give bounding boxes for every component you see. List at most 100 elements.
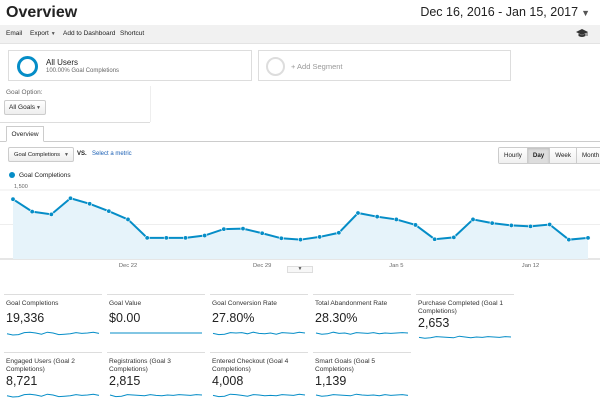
scorecard-value: 2,653 [418, 316, 450, 330]
scorecard[interactable]: Goal Conversion Rate 27.80% [210, 294, 308, 348]
data-point[interactable] [355, 210, 361, 216]
scorecard-sparkline [6, 331, 100, 336]
segment-ring-icon [17, 56, 38, 77]
scorecard-label: Purchase Completed (Goal 1 Completions) [418, 300, 504, 315]
sparkline-path [6, 331, 100, 336]
scorecard-sparkline [212, 393, 306, 398]
data-point[interactable] [125, 216, 131, 222]
scorecard[interactable]: Goal Completions 19,336 [4, 294, 102, 348]
x-tick-label: Dec 29 [253, 263, 271, 269]
email-button[interactable]: Email [6, 30, 23, 37]
report-toolbar: Email Export ▼ Add to Dashboard Shortcut [0, 25, 600, 44]
divider [0, 122, 150, 123]
data-point[interactable] [278, 235, 284, 241]
metric-select-value: Goal Completions [14, 152, 61, 158]
scorecard-value: 19,336 [6, 311, 45, 325]
data-point[interactable] [508, 222, 514, 228]
sparkline-path [315, 331, 409, 335]
x-tick-label: Jan 5 [389, 263, 403, 269]
granularity-week-button[interactable]: Week [550, 148, 577, 163]
data-point[interactable] [374, 214, 380, 220]
add-segment-button[interactable]: + Add Segment [258, 50, 511, 81]
scorecard[interactable]: Total Abandonment Rate 28.30% [313, 294, 411, 348]
scorecard[interactable]: Registrations (Goal 3 Completions) 2,815 [107, 352, 205, 406]
chart-legend: Goal Completions [9, 172, 71, 179]
data-point[interactable] [527, 223, 533, 229]
goal-option-label: Goal Option: [6, 89, 43, 96]
data-point[interactable] [163, 235, 169, 241]
scorecard-label: Goal Conversion Rate [212, 300, 277, 307]
data-point[interactable] [68, 195, 74, 201]
legend-label: Goal Completions [19, 172, 71, 179]
data-point[interactable] [87, 201, 93, 207]
granularity-toggle: Hourly Day Week Month [498, 147, 600, 164]
data-point[interactable] [183, 235, 189, 241]
scorecard-value: 1,139 [315, 374, 347, 388]
scorecard[interactable]: Purchase Completed (Goal 1 Completions) 2… [416, 294, 514, 348]
sparkline-path [109, 394, 203, 398]
select-metric-link[interactable]: Select a metric [92, 151, 132, 157]
data-point[interactable] [10, 196, 16, 202]
data-point[interactable] [202, 233, 208, 239]
segment-all-users[interactable]: All Users 100.00% Goal Completions [8, 50, 252, 81]
graduation-cap-icon[interactable] [576, 29, 588, 39]
empty-segment-ring-icon [266, 57, 285, 76]
data-point[interactable] [29, 209, 35, 215]
goal-option-value: All Goals [9, 104, 36, 111]
sparkline-path [212, 393, 306, 398]
data-point[interactable] [585, 235, 591, 241]
scorecard-label: Entered Checkout (Goal 4 Completions) [212, 358, 289, 373]
date-range-label: Dec 16, 2016 - Jan 15, 2017 [420, 5, 579, 19]
data-point[interactable] [393, 216, 399, 222]
scorecard-label: Total Abandonment Rate [315, 300, 388, 307]
legend-dot-icon [9, 172, 15, 178]
goal-option-select[interactable]: All Goals ▼ [4, 100, 46, 115]
data-point[interactable] [336, 230, 342, 236]
chevron-down-icon: ▼ [36, 105, 41, 111]
data-point[interactable] [432, 236, 438, 242]
series-area-fill [13, 198, 588, 259]
export-button[interactable]: Export ▼ [30, 30, 56, 37]
data-point[interactable] [317, 234, 323, 240]
data-point[interactable] [297, 237, 303, 243]
data-point[interactable] [470, 216, 476, 222]
scorecard-label: Smart Goals (Goal 5 Completions) [315, 358, 376, 373]
scorecard-sparkline [109, 394, 203, 398]
granularity-month-button[interactable]: Month [576, 148, 600, 163]
scorecard[interactable]: Goal Value $0.00 [107, 294, 205, 348]
scorecard-sparkline [6, 393, 100, 398]
scorecard[interactable]: Smart Goals (Goal 5 Completions) 1,139 [313, 352, 411, 406]
data-point[interactable] [489, 220, 495, 226]
scorecard-label: Goal Value [109, 300, 142, 307]
tab-overview[interactable]: Overview [6, 126, 44, 142]
data-point[interactable] [547, 221, 553, 227]
data-point[interactable] [259, 230, 265, 236]
scorecard-sparkline [212, 331, 306, 336]
data-point[interactable] [221, 226, 227, 232]
data-point[interactable] [412, 222, 418, 228]
granularity-day-button[interactable]: Day [527, 148, 551, 163]
metric-select[interactable]: Goal Completions ▼ [8, 147, 74, 162]
report-header: Overview Dec 16, 2016 - Jan 15, 2017 ▼ [0, 0, 600, 25]
data-point[interactable] [566, 237, 572, 243]
sparkline-path [315, 393, 409, 397]
scorecard-value: 27.80% [212, 311, 255, 325]
scorecard-sparkline [418, 335, 512, 339]
x-tick-label: Jan 12 [522, 263, 539, 269]
granularity-hourly-button[interactable]: Hourly [499, 148, 528, 163]
add-to-dashboard-button[interactable]: Add to Dashboard [63, 30, 116, 37]
data-point[interactable] [144, 235, 150, 241]
data-point[interactable] [106, 208, 112, 214]
data-point[interactable] [240, 226, 246, 232]
shortcut-button[interactable]: Shortcut [120, 30, 145, 37]
date-range-picker[interactable]: Dec 16, 2016 - Jan 15, 2017 ▼ [420, 5, 590, 19]
y-tick-label: 1,500 [14, 184, 28, 190]
scorecard-value: 4,008 [212, 374, 244, 388]
data-point[interactable] [451, 234, 457, 240]
scorecard[interactable]: Entered Checkout (Goal 4 Completions) 4,0… [210, 352, 308, 406]
data-point[interactable] [48, 211, 54, 217]
add-segment-label: + Add Segment [291, 62, 343, 71]
scorecard-sparkline [315, 331, 409, 335]
chart-collapse-handle[interactable]: ▼ [287, 266, 313, 273]
scorecard[interactable]: Engaged Users (Goal 2 Completions) 8,721 [4, 352, 102, 406]
